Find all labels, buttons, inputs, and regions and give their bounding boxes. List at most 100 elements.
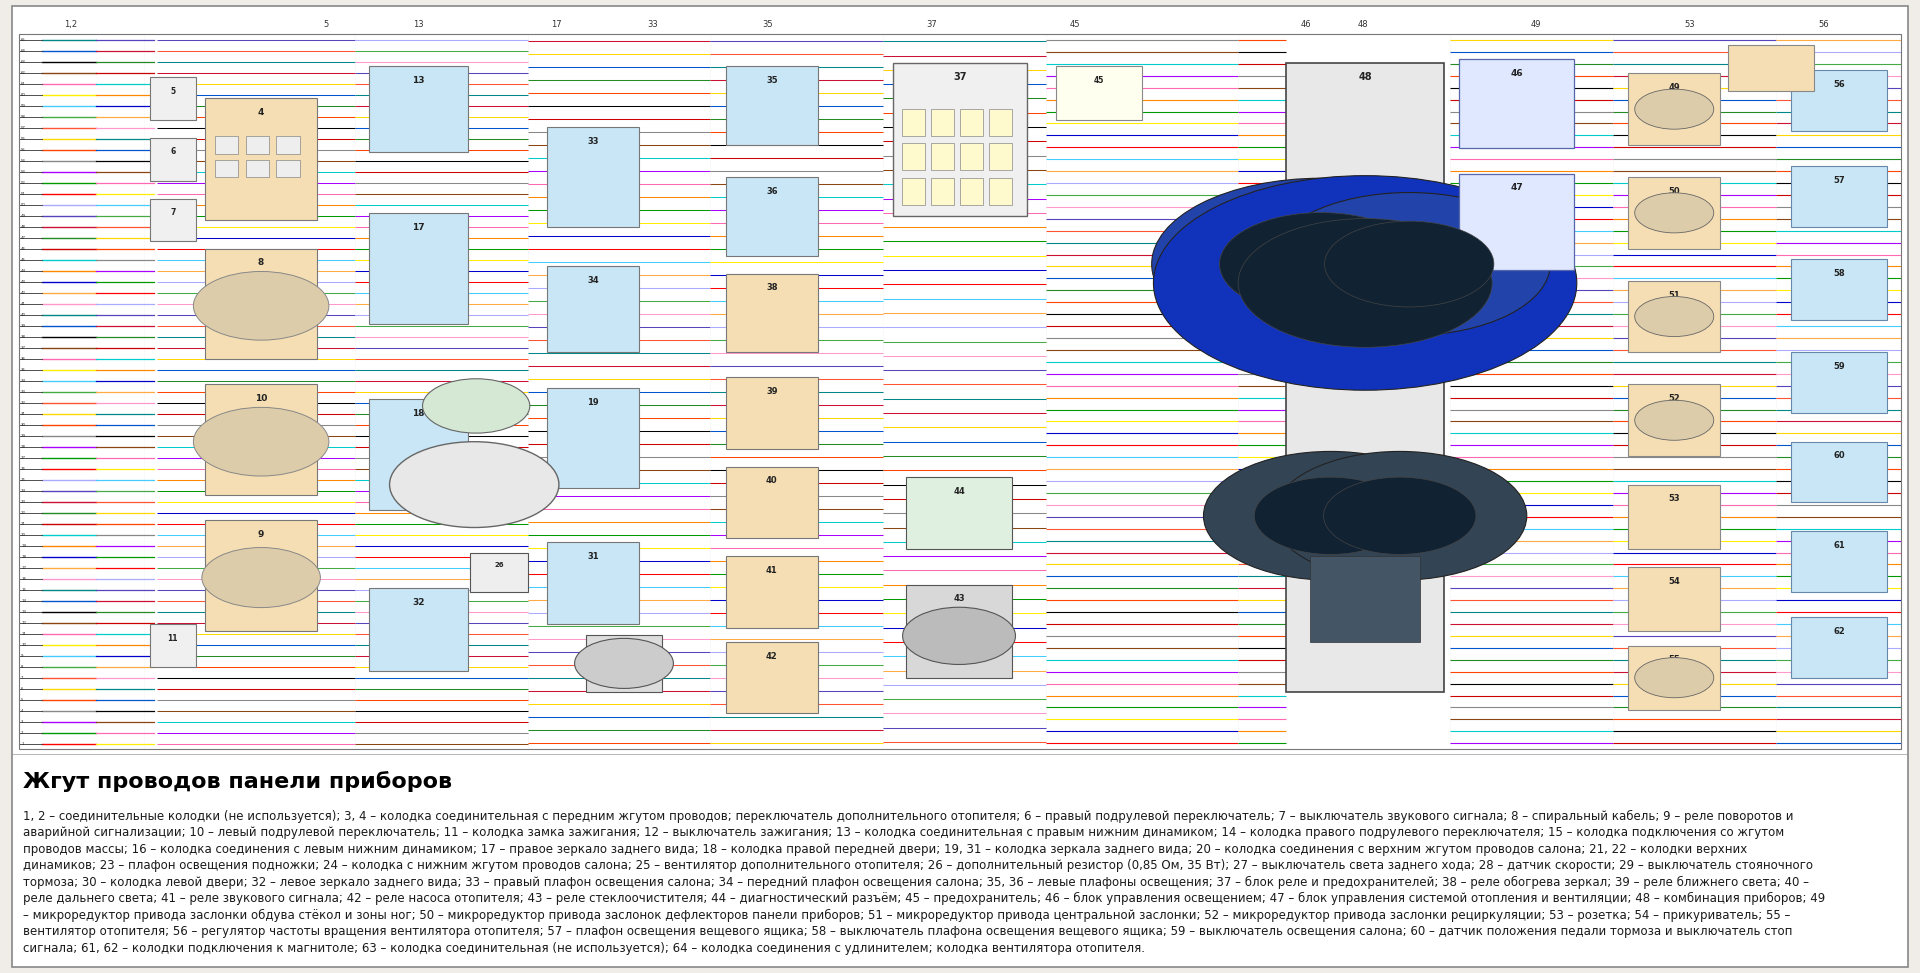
Text: сигнала; 61, 62 – колодки подключения к магнитоле; 63 – колодка соединительная (: сигнала; 61, 62 – колодки подключения к … (23, 942, 1144, 955)
Circle shape (1204, 451, 1457, 580)
Bar (1628, 384, 1720, 456)
Text: 24: 24 (21, 489, 27, 493)
Text: реле дальнего света; 41 – реле звукового сигнала; 42 – реле насоса отопителя; 43: реле дальнего света; 41 – реле звукового… (23, 892, 1826, 905)
Text: 35: 35 (762, 20, 774, 29)
Text: 54: 54 (1668, 577, 1680, 586)
Bar (369, 213, 468, 324)
Circle shape (1219, 212, 1423, 315)
Text: 27: 27 (21, 456, 27, 460)
Bar (1628, 645, 1720, 710)
Circle shape (1634, 658, 1715, 698)
Bar (586, 634, 662, 692)
Text: 31: 31 (588, 552, 599, 560)
Text: 10: 10 (21, 643, 27, 647)
Text: 47: 47 (21, 236, 27, 240)
Text: 4: 4 (21, 709, 23, 713)
Text: 9: 9 (21, 654, 23, 659)
Text: 12: 12 (21, 621, 27, 626)
Text: 58: 58 (21, 115, 27, 119)
Text: тормоза; 30 – колодка левой двери; 32 – левое зеркало заднего вида; 33 – правый : тормоза; 30 – колодка левой двери; 32 – … (23, 876, 1809, 888)
Text: 5: 5 (21, 699, 23, 703)
Bar (931, 177, 954, 204)
Text: 46: 46 (21, 247, 27, 251)
Bar (1791, 617, 1887, 677)
Text: 31: 31 (21, 413, 27, 416)
Bar (369, 589, 468, 670)
Text: 55: 55 (21, 148, 25, 152)
Bar (470, 553, 528, 592)
Circle shape (1634, 297, 1715, 337)
Text: 60: 60 (21, 93, 27, 97)
Bar (989, 143, 1012, 170)
Text: 36: 36 (21, 357, 27, 361)
Text: 19: 19 (21, 544, 27, 548)
Text: 45: 45 (21, 258, 27, 262)
Text: 40: 40 (21, 313, 27, 317)
Text: 48: 48 (21, 225, 27, 230)
Bar (1791, 166, 1887, 227)
Text: 16: 16 (21, 577, 27, 581)
Text: 43: 43 (21, 280, 27, 284)
Text: 33: 33 (21, 390, 27, 394)
Bar (215, 136, 238, 154)
Text: 57: 57 (1834, 176, 1845, 185)
Text: 21: 21 (21, 523, 27, 526)
Text: 62: 62 (1834, 627, 1845, 635)
Bar (726, 642, 818, 713)
Text: 5: 5 (171, 87, 175, 95)
Bar (1728, 45, 1814, 91)
Bar (989, 109, 1012, 136)
Text: 35: 35 (766, 76, 778, 85)
Text: 26: 26 (495, 562, 503, 568)
Text: 56: 56 (21, 137, 25, 141)
Bar (205, 521, 317, 631)
Text: 18: 18 (21, 556, 27, 559)
Text: 59: 59 (21, 104, 27, 108)
Text: 34: 34 (588, 276, 599, 285)
Text: 28: 28 (21, 446, 27, 450)
Text: 2: 2 (21, 732, 23, 736)
Text: 49: 49 (1668, 83, 1680, 92)
Text: 6: 6 (171, 148, 175, 157)
Bar (205, 384, 317, 495)
Text: 23: 23 (21, 500, 27, 504)
Bar (246, 160, 269, 177)
Text: 4: 4 (257, 108, 265, 117)
Text: 50: 50 (21, 203, 27, 207)
Bar (726, 557, 818, 628)
Bar (150, 138, 196, 181)
Text: 42: 42 (766, 652, 778, 661)
Text: 45: 45 (1094, 76, 1104, 85)
Text: 64: 64 (21, 49, 27, 54)
Circle shape (194, 271, 328, 341)
Text: аварийной сигнализации; 10 – левый подрулевой переключатель; 11 – колодка замка : аварийной сигнализации; 10 – левый подру… (23, 826, 1784, 839)
Text: 20: 20 (21, 533, 27, 537)
Text: 17: 17 (551, 20, 563, 29)
Text: 14: 14 (21, 599, 27, 603)
Text: 13: 13 (21, 610, 27, 614)
Bar (276, 160, 300, 177)
Circle shape (1152, 178, 1490, 350)
Text: 51: 51 (21, 192, 27, 197)
Text: 7: 7 (21, 676, 23, 680)
Text: 1: 1 (21, 742, 23, 746)
Bar (205, 248, 317, 359)
Text: 32: 32 (21, 401, 27, 405)
Bar (1791, 352, 1887, 414)
Text: 26: 26 (21, 467, 27, 471)
Text: 13: 13 (413, 76, 424, 85)
Text: 13: 13 (413, 20, 424, 29)
Text: 59: 59 (1834, 362, 1845, 371)
Text: проводов массы; 16 – колодка соединения с левым нижним динамиком; 17 – правое зе: проводов массы; 16 – колодка соединения … (23, 843, 1747, 855)
Bar (1628, 485, 1720, 549)
Text: 47: 47 (1511, 183, 1523, 193)
Bar (1286, 62, 1444, 692)
Bar (547, 267, 639, 352)
Bar (150, 198, 196, 241)
Text: 56: 56 (1834, 80, 1845, 89)
Circle shape (1267, 193, 1549, 336)
Bar (960, 143, 983, 170)
Text: 11: 11 (21, 632, 27, 636)
Bar (547, 388, 639, 488)
Text: 8: 8 (21, 666, 23, 669)
